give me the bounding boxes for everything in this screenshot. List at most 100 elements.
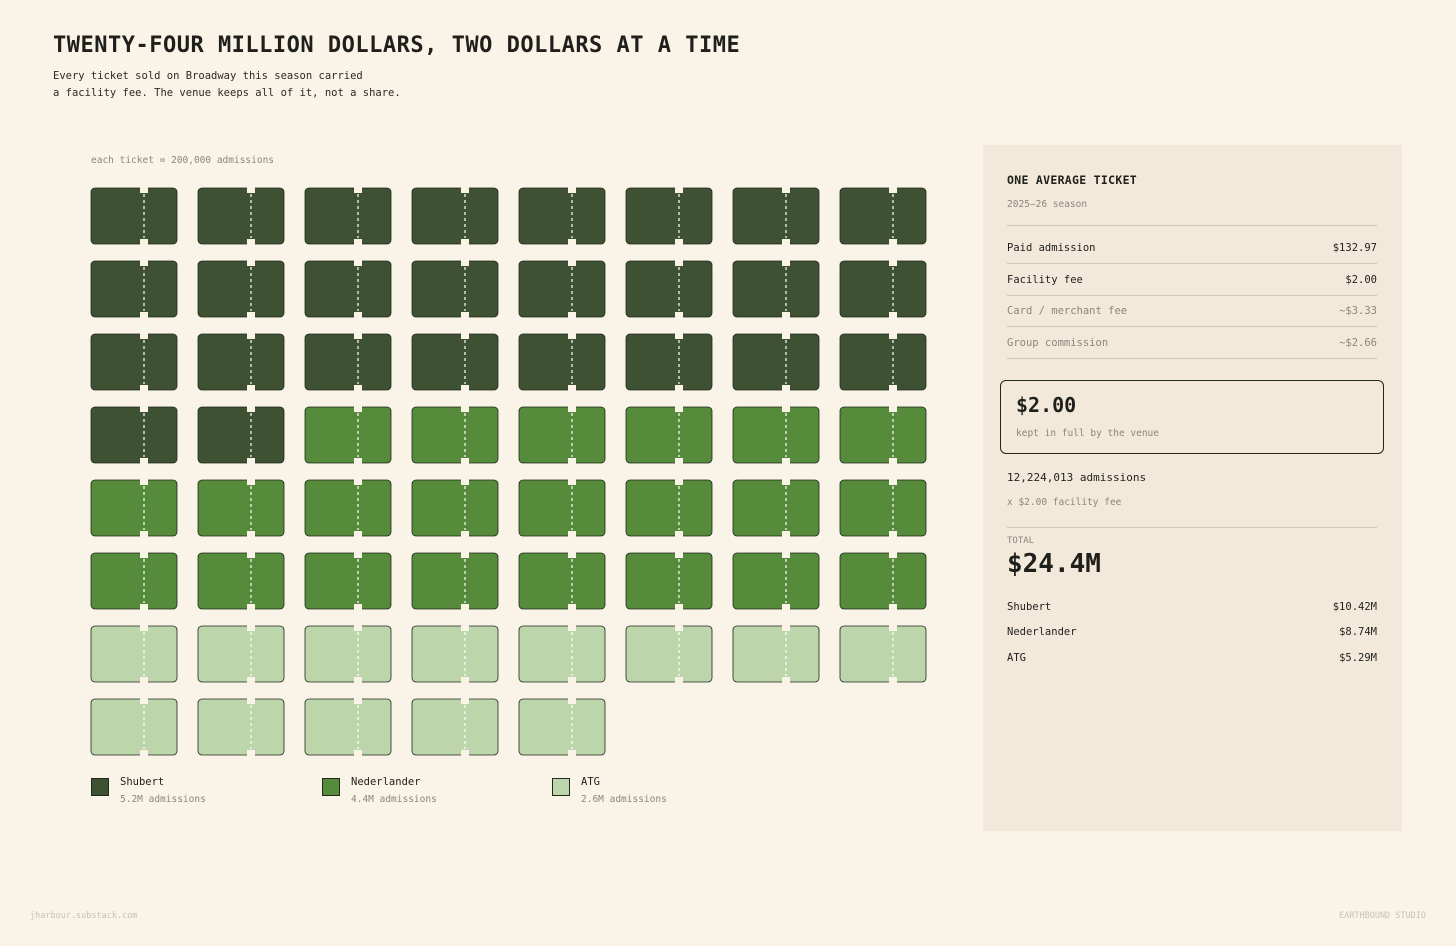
ticket-atg <box>625 625 713 683</box>
ticket-nederlander <box>839 406 927 464</box>
ticket-shubert <box>625 260 713 318</box>
ticket-shubert <box>839 333 927 391</box>
ticket-atg <box>90 698 178 756</box>
ticket-shubert <box>839 260 927 318</box>
ticket-nederlander <box>90 552 178 610</box>
divider <box>1007 295 1377 296</box>
ticket-shubert <box>518 187 606 245</box>
owner-label: Nederlander <box>1007 626 1077 638</box>
kept-by-venue-callout: $2.00 kept in full by the venue <box>1000 380 1384 454</box>
ticket-shubert <box>90 260 178 318</box>
footer-source: jharbour.substack.com <box>30 911 138 921</box>
ticket-shubert <box>732 187 820 245</box>
ticket-atg <box>90 625 178 683</box>
ticket-nederlander <box>732 479 820 537</box>
ticket-nederlander <box>839 552 927 610</box>
ticket-atg <box>197 698 285 756</box>
ticket-atg <box>304 698 392 756</box>
ticket-shubert <box>411 187 499 245</box>
ticket-nederlander <box>625 479 713 537</box>
legend-detail-shubert: 5.2M admissions <box>120 794 206 805</box>
panel-season: 2025–26 season <box>1007 199 1088 210</box>
ticket-nederlander <box>411 479 499 537</box>
owner-value: $8.74M <box>1339 626 1377 638</box>
ticket-atg <box>197 625 285 683</box>
divider <box>1007 263 1377 264</box>
ticket-nederlander <box>732 406 820 464</box>
ticket-shubert <box>518 333 606 391</box>
ticket-nederlander <box>518 479 606 537</box>
legend-swatch-nederlander <box>322 778 340 796</box>
legend-label-shubert: Shubert <box>120 776 165 788</box>
kept-note: kept in full by the venue <box>1016 428 1159 439</box>
legend-label-atg: ATG <box>581 776 600 788</box>
ticket-nederlander <box>625 406 713 464</box>
panel-title: ONE AVERAGE TICKET <box>1007 173 1138 187</box>
legend-detail-nederlander: 4.4M admissions <box>351 794 437 805</box>
legend-label-nederlander: Nederlander <box>351 776 421 788</box>
fee-value: ~$3.33 <box>1339 305 1377 317</box>
ticket-nederlander <box>304 479 392 537</box>
total-label: TOTAL <box>1007 536 1035 546</box>
ticket-shubert <box>518 260 606 318</box>
ticket-nederlander <box>304 406 392 464</box>
ticket-atg <box>411 698 499 756</box>
ticket-shubert <box>839 187 927 245</box>
ticket-nederlander <box>197 479 285 537</box>
ticket-shubert <box>197 260 285 318</box>
kept-amount: $2.00 <box>1016 393 1077 417</box>
total-value: $24.4M <box>1007 549 1101 579</box>
owner-label: Shubert <box>1007 601 1052 613</box>
footer-studio: EARTHBOUND STUDIO <box>1339 911 1426 921</box>
ticket-shubert <box>411 260 499 318</box>
legend-detail-atg: 2.6M admissions <box>581 794 667 805</box>
page-subtitle: Every ticket sold on Broadway this seaso… <box>53 68 413 102</box>
ticket-shubert <box>197 187 285 245</box>
ticket-shubert <box>304 333 392 391</box>
fee-label: Facility fee <box>1007 274 1083 286</box>
subtitle-line-1: Every ticket sold on Broadway this seaso… <box>53 70 363 82</box>
ticket-nederlander <box>839 479 927 537</box>
ticket-shubert <box>625 333 713 391</box>
ticket-atg <box>839 625 927 683</box>
ticket-shubert <box>304 187 392 245</box>
ticket-shubert <box>90 333 178 391</box>
divider <box>1007 326 1377 327</box>
ticket-shubert <box>197 406 285 464</box>
ticket-atg <box>732 625 820 683</box>
ticket-nederlander <box>197 552 285 610</box>
divider <box>1007 527 1377 528</box>
owner-value: $10.42M <box>1332 601 1377 613</box>
fee-label: Paid admission <box>1007 242 1096 254</box>
total-admissions: 12,224,013 admissions <box>1007 471 1147 484</box>
owner-label: ATG <box>1007 652 1026 664</box>
ticket-shubert <box>732 333 820 391</box>
fee-value: ~$2.66 <box>1339 337 1377 349</box>
ticket-shubert <box>411 333 499 391</box>
fee-value: $2.00 <box>1345 274 1377 286</box>
ticket-atg <box>518 698 606 756</box>
facility-fee-multiplier: x $2.00 facility fee <box>1007 497 1122 508</box>
ticket-shubert <box>732 260 820 318</box>
ticket-shubert <box>197 333 285 391</box>
owner-value: $5.29M <box>1339 652 1377 664</box>
ticket-waffle-chart <box>90 187 927 756</box>
fee-value: $132.97 <box>1332 242 1377 254</box>
ticket-nederlander <box>625 552 713 610</box>
page-title: TWENTY-FOUR MILLION DOLLARS, TWO DOLLARS… <box>53 33 741 58</box>
ticket-nederlander <box>304 552 392 610</box>
fee-label: Card / merchant fee <box>1007 305 1128 317</box>
ticket-nederlander <box>411 552 499 610</box>
ticket-shubert <box>625 187 713 245</box>
legend-swatch-shubert <box>91 778 109 796</box>
divider <box>1007 225 1377 226</box>
fee-label: Group commission <box>1007 337 1109 349</box>
chart-unit-note: each ticket = 200,000 admissions <box>91 155 275 166</box>
ticket-shubert <box>90 406 178 464</box>
legend-swatch-atg <box>552 778 570 796</box>
ticket-atg <box>518 625 606 683</box>
ticket-atg <box>304 625 392 683</box>
divider <box>1007 358 1377 359</box>
ticket-nederlander <box>518 406 606 464</box>
ticket-atg <box>411 625 499 683</box>
